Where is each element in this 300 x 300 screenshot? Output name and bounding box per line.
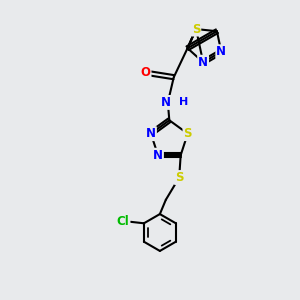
Text: N: N bbox=[146, 127, 156, 140]
Text: H: H bbox=[179, 98, 188, 107]
Text: N: N bbox=[153, 149, 163, 162]
Text: S: S bbox=[192, 22, 200, 35]
Text: S: S bbox=[183, 127, 192, 140]
Text: S: S bbox=[175, 171, 183, 184]
Text: Cl: Cl bbox=[117, 215, 130, 228]
Text: N: N bbox=[161, 96, 171, 109]
Text: O: O bbox=[140, 66, 151, 79]
Text: N: N bbox=[198, 56, 208, 69]
Text: N: N bbox=[216, 45, 226, 58]
